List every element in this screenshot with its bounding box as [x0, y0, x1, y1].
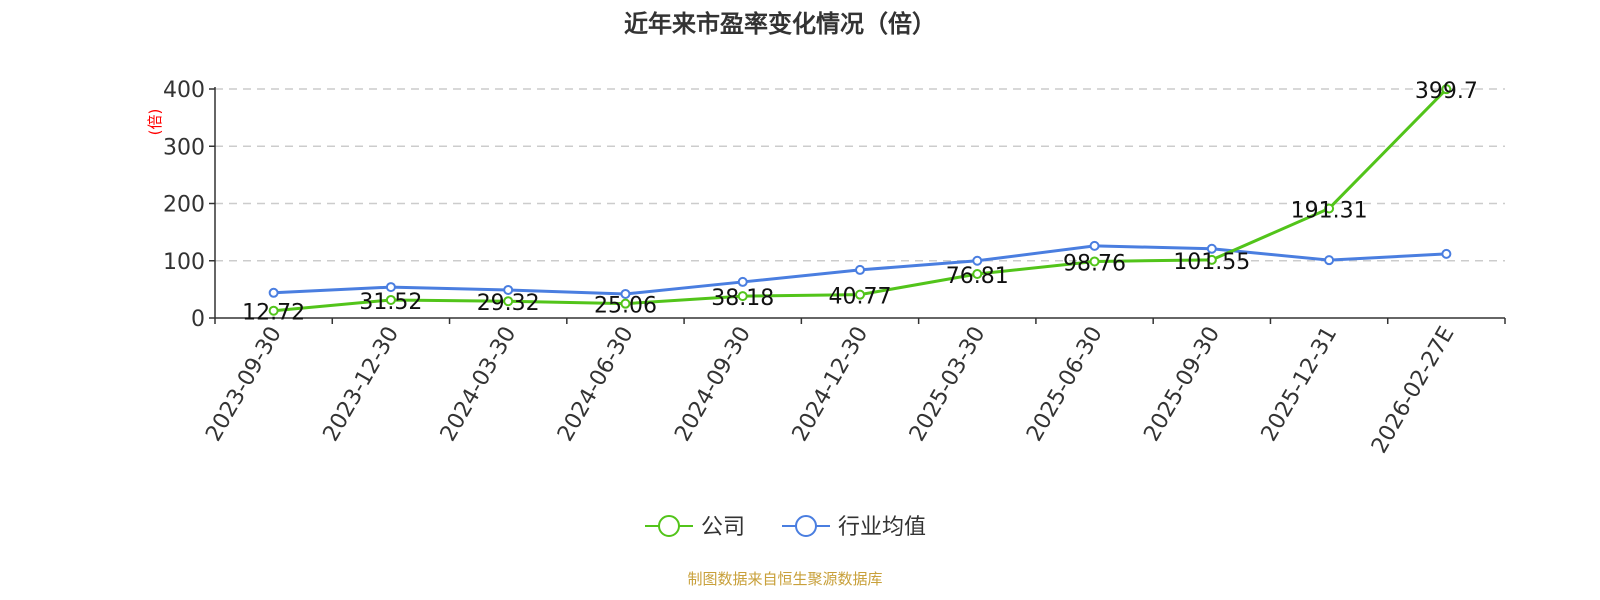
data-point	[1206, 254, 1217, 265]
data-label: 40.77	[829, 285, 892, 310]
y-tick-label: 400	[163, 78, 205, 103]
x-tick-label: 2025-09-30	[1139, 323, 1225, 446]
y-axis-label: (倍)	[146, 109, 164, 136]
data-label: 76.81	[946, 264, 1009, 289]
data-point	[503, 284, 514, 295]
data-label: 25.06	[594, 294, 657, 319]
x-tick-label: 2024-12-30	[788, 323, 874, 446]
data-point	[737, 276, 748, 287]
y-tick-label: 300	[163, 135, 205, 160]
data-point	[268, 305, 279, 316]
legend-label: 公司	[701, 515, 745, 540]
data-point	[855, 289, 865, 300]
data-label: 98.76	[1063, 251, 1126, 276]
data-label: 29.32	[477, 291, 540, 316]
x-tick-label: 2024-09-30	[670, 323, 756, 446]
data-point	[972, 269, 983, 280]
x-tick-label: 2025-12-31	[1257, 323, 1343, 446]
data-point	[1089, 240, 1100, 251]
x-tick-label: 2024-06-30	[553, 323, 639, 446]
data-label: 399.7	[1415, 79, 1478, 104]
x-tick-label: 2023-12-30	[319, 323, 405, 446]
y-tick-label: 100	[163, 250, 205, 275]
x-tick-label: 2023-09-30	[201, 323, 287, 446]
data-label: 31.52	[359, 290, 422, 315]
data-label: 101.55	[1173, 250, 1250, 275]
legend-item[interactable]: 行业均值	[782, 515, 926, 540]
series-line	[273, 88, 1448, 313]
data-point	[620, 288, 631, 299]
chart-title: 近年来市盈率变化情况（倍）	[624, 10, 936, 38]
data-label: 38.18	[711, 286, 774, 311]
x-tick-label: 2025-03-30	[905, 323, 991, 446]
data-point	[1441, 248, 1452, 259]
y-tick-label: 200	[163, 193, 205, 218]
legend-item[interactable]: 公司	[645, 515, 745, 540]
source-note: 制图数据来自恒生聚源数据库	[687, 570, 882, 588]
data-point	[268, 287, 279, 298]
data-point	[620, 298, 631, 309]
data-point	[855, 264, 865, 275]
data-point	[385, 282, 396, 293]
data-point	[1324, 203, 1335, 214]
y-tick-label: 0	[191, 307, 205, 332]
data-point	[1089, 256, 1100, 267]
data-point	[737, 291, 748, 302]
x-tick-label: 2026-02-27E	[1367, 323, 1460, 458]
legend-marker-icon	[658, 515, 680, 537]
data-label: 191.31	[1291, 198, 1368, 223]
legend-label: 行业均值	[838, 515, 926, 540]
data-point	[385, 294, 396, 305]
x-tick-label: 2025-06-30	[1022, 323, 1108, 446]
legend-marker-icon	[795, 515, 817, 537]
data-point	[1206, 243, 1217, 254]
data-point	[1324, 255, 1335, 266]
data-label: 12.72	[242, 301, 305, 326]
data-point	[972, 255, 983, 266]
x-tick-label: 2024-03-30	[436, 323, 522, 446]
data-point	[1441, 84, 1452, 95]
data-point	[503, 296, 514, 307]
